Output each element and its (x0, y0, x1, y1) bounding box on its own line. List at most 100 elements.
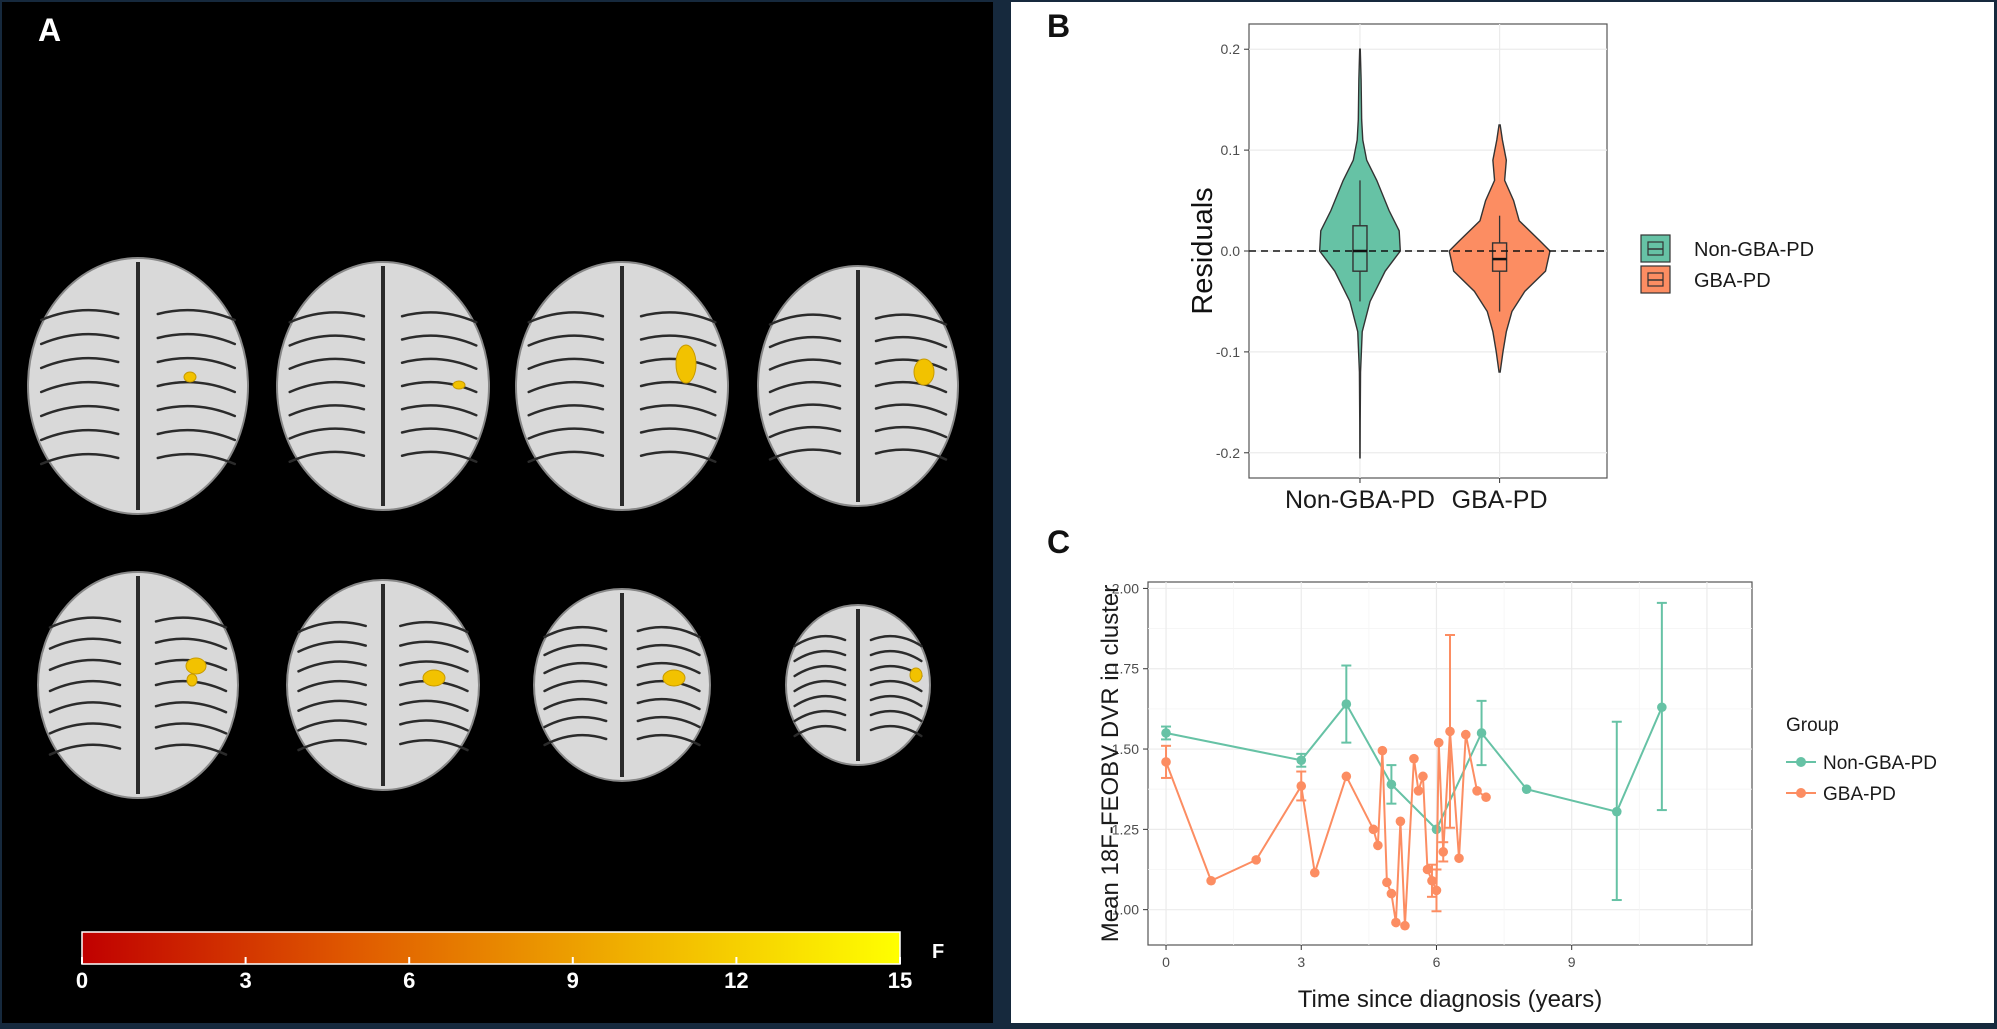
panel-c-label: C (1047, 524, 1071, 560)
sulcus (288, 380, 366, 394)
data-point-gba-pd (1427, 875, 1437, 886)
sulcus (39, 452, 120, 466)
sulcus (400, 427, 478, 440)
data-point-gba-pd (1368, 824, 1379, 835)
sulcus (39, 380, 120, 394)
activation-cluster (662, 669, 686, 687)
sulcus (156, 428, 237, 442)
sulcus (636, 733, 701, 747)
sulcus (48, 722, 122, 735)
sulcus (874, 380, 948, 394)
data-point-gba-pd (1409, 753, 1419, 764)
sulcus (154, 701, 228, 714)
activation-cluster (183, 371, 197, 383)
data-point-gba-pd (1472, 786, 1482, 796)
brain-slice-8 (785, 604, 931, 766)
sulcus (793, 634, 847, 648)
sulcus (399, 660, 469, 673)
sulcus (39, 332, 120, 346)
sulcus (400, 450, 478, 463)
legend-key-box (1640, 234, 1671, 263)
sulcus (297, 739, 367, 752)
sulcus (874, 425, 948, 439)
brain-slice-6 (286, 579, 480, 791)
sulcus (869, 634, 923, 648)
data-point-gba-pd (1395, 816, 1406, 827)
line-chart: 2.00 1.75 1.50 1.25 1.00 0 3 6 9 Time since diagn… (1097, 580, 1937, 1013)
sulcus (288, 334, 366, 347)
colorbar-tick-label: 3 (239, 968, 251, 993)
sulcus (768, 335, 842, 349)
sulcus (400, 334, 478, 347)
data-point-non-gba-pd (1657, 702, 1667, 713)
sulcus (39, 404, 120, 418)
sulcus (639, 311, 717, 324)
data-point-gba-pd (1445, 726, 1455, 737)
data-point-gba-pd (1296, 781, 1307, 791)
sulcus (156, 332, 237, 346)
sulcus (154, 743, 228, 756)
sulcus (48, 637, 122, 650)
sulcus (768, 425, 842, 439)
sulcus (297, 640, 367, 653)
data-point-gba-pd (1309, 867, 1320, 878)
line-x-axis-label: Time since diagnosis (years) (1298, 986, 1603, 1013)
violin-y-tick-label: 0.1 (1221, 142, 1241, 158)
brain-slice-3 (515, 261, 729, 511)
data-point-gba-pd (1206, 875, 1216, 886)
data-point-gba-pd (1377, 745, 1388, 756)
data-point-non-gba-pd (1161, 728, 1171, 738)
brain-slice-1 (27, 257, 249, 515)
sulcus (543, 661, 608, 675)
violin-y-tick-label: 0.2 (1221, 41, 1241, 57)
sulcus (288, 404, 366, 417)
data-point-gba-pd (1382, 877, 1392, 888)
sulcus (639, 334, 717, 347)
sulcus (400, 404, 478, 417)
sulcus (793, 679, 847, 693)
sulcus (874, 313, 948, 326)
sulcus (527, 450, 605, 463)
line-x-tick-label: 0 (1162, 954, 1170, 970)
data-point-gba-pd (1433, 737, 1444, 748)
sulcus (48, 743, 122, 756)
panel-a-brain-maps: A 0 3 6 9 12 15 F (2, 2, 993, 1023)
data-point-gba-pd (1400, 920, 1410, 931)
sulcus (543, 733, 608, 747)
violin-y-tick-label: -0.1 (1216, 344, 1240, 360)
sulcus (869, 694, 923, 708)
brain-slices: 0 3 6 9 12 15 F (27, 257, 959, 993)
sulcus (399, 699, 469, 712)
panel-a-label: A (38, 12, 62, 48)
sulcus (527, 380, 605, 394)
activation-cluster (186, 673, 198, 687)
data-point-non-gba-pd (1386, 779, 1397, 790)
sulcus (288, 450, 366, 463)
sulcus (793, 709, 847, 723)
line-legend-title: Group (1786, 715, 1839, 736)
sulcus (297, 719, 367, 732)
sulcus (869, 709, 923, 723)
sulcus (288, 357, 366, 370)
colorbar-tick-label: 12 (724, 968, 748, 993)
sulcus (48, 679, 122, 693)
activation-cluster (422, 669, 446, 687)
sulcus (639, 427, 717, 440)
sulcus (527, 427, 605, 440)
data-point-non-gba-pd (1296, 755, 1307, 766)
sulcus (639, 450, 717, 463)
line-y-tick-label: 2.00 (1112, 580, 1139, 596)
sulcus (288, 427, 366, 440)
line-legend-label: GBA-PD (1823, 784, 1896, 805)
violin-legend-label: GBA-PD (1694, 270, 1771, 292)
sulcus (636, 625, 701, 639)
sulcus (543, 697, 608, 711)
sulcus (297, 699, 367, 712)
sulcus (154, 722, 228, 735)
line-y-tick-label: 1.50 (1112, 741, 1139, 757)
activation-cluster (909, 667, 923, 683)
sulcus (639, 404, 717, 417)
sulcus (636, 661, 701, 675)
brain-slice-5 (37, 571, 239, 799)
sulcus (156, 452, 237, 466)
